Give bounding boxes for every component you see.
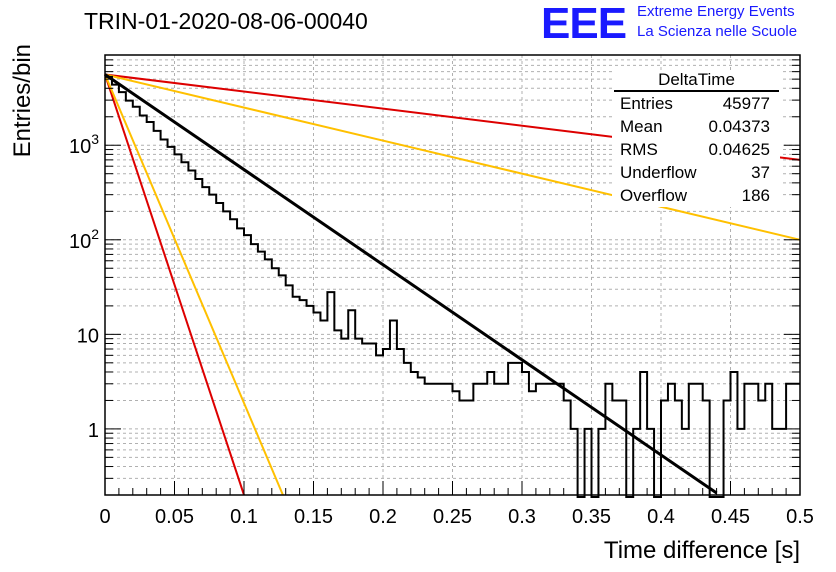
stats-label: RMS bbox=[620, 140, 658, 159]
x-tick-label: 0 bbox=[99, 506, 110, 528]
x-tick-label: 0.2 bbox=[369, 506, 397, 528]
stats-value: 0.04625 bbox=[708, 140, 770, 159]
plot-frame bbox=[104, 54, 801, 496]
histogram-steps bbox=[105, 75, 800, 498]
stats-label: Mean bbox=[620, 117, 663, 136]
x-tick-label: 0.5 bbox=[786, 506, 814, 528]
logo-line-1: Extreme Energy Events bbox=[637, 3, 795, 20]
stats-row: Entries 45977 bbox=[612, 92, 780, 115]
y-axis-label: Entries/bin bbox=[9, 44, 36, 157]
stats-label: Entries bbox=[620, 94, 673, 113]
x-tick-label: 0.05 bbox=[155, 506, 194, 528]
x-tick-label: 0.1 bbox=[230, 506, 258, 528]
y-tick-label: 10 bbox=[77, 325, 99, 347]
y-tick-label: 1 bbox=[88, 420, 99, 442]
reference-line bbox=[104, 73, 801, 241]
stats-row: Underflow 37 bbox=[612, 161, 780, 184]
reference-line bbox=[104, 74, 284, 496]
axes: 0 0.05 0.1 0.15 0.2 0.25 0.3 0.35 0.4 0.45 0.5 1 10 1… bbox=[69, 54, 814, 528]
reference-line bbox=[104, 74, 245, 496]
grid-lines bbox=[105, 54, 800, 496]
x-tick-label: 0.3 bbox=[508, 506, 536, 528]
x-tick-label: 0.15 bbox=[294, 506, 333, 528]
y-tick-label: 103 bbox=[69, 131, 99, 158]
stats-box: DeltaTime Entries 45977 Mean 0.04373 RMS 0.04… bbox=[612, 70, 780, 207]
stats-title: DeltaTime bbox=[614, 70, 779, 92]
histogram bbox=[105, 75, 800, 498]
stats-label: Underflow bbox=[620, 163, 697, 182]
stats-label: Overflow bbox=[620, 186, 688, 205]
stats-row: Overflow 186 bbox=[612, 184, 780, 207]
stats-value: 0.04373 bbox=[708, 117, 770, 136]
stats-row: RMS 0.04625 bbox=[612, 138, 780, 161]
x-tick-label: 0.25 bbox=[433, 506, 472, 528]
stats-value: 37 bbox=[751, 163, 770, 182]
x-tick-label: 0.4 bbox=[647, 506, 675, 528]
y-tick-label: 102 bbox=[69, 226, 99, 253]
eee-logo: EEE bbox=[541, 0, 627, 48]
stats-value: 45977 bbox=[722, 94, 770, 113]
x-axis-label: Time difference [s] bbox=[604, 537, 800, 564]
logo-line-2: La Scienza nelle Scuole bbox=[637, 23, 798, 40]
exponential-fit-line bbox=[104, 73, 718, 495]
chart-title: TRIN-01-2020-08-06-00040 bbox=[84, 8, 368, 34]
x-tick-label: 0.35 bbox=[572, 506, 611, 528]
fit-line bbox=[104, 73, 718, 495]
stats-row: Mean 0.04373 bbox=[612, 115, 780, 138]
stats-value: 186 bbox=[741, 186, 770, 205]
x-tick-label: 0.45 bbox=[711, 506, 750, 528]
